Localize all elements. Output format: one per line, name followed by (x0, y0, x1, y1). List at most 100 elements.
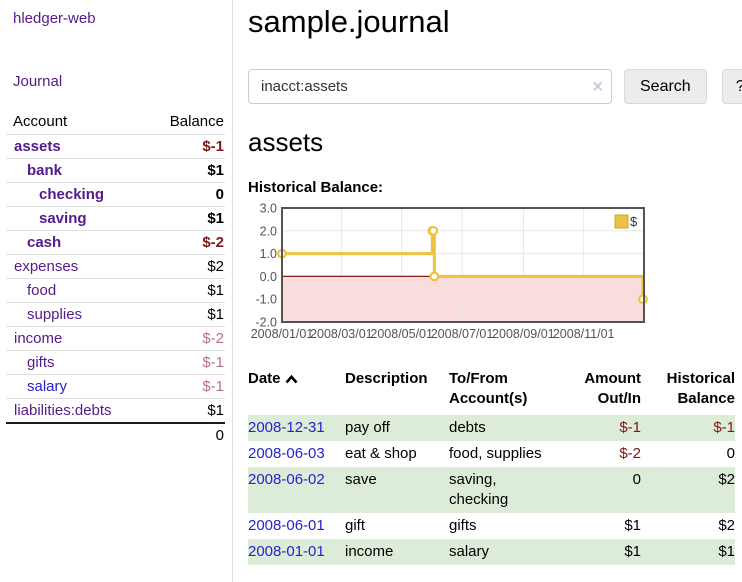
main-content: sample.journal × Search ? assets Histori… (233, 0, 742, 582)
search-input[interactable] (248, 69, 612, 104)
transaction-row: 2008-06-03 eat & shop food, supplies $-2… (248, 441, 735, 467)
transaction-balance: $2 (718, 517, 735, 534)
account-balance: $1 (143, 398, 225, 423)
transaction-amount: $1 (624, 517, 641, 534)
sidebar: hledger-web Journal Account Balance asse… (0, 0, 233, 582)
svg-text:2008/11/01: 2008/11/01 (553, 327, 615, 341)
account-row: liabilities:debts $1 (6, 398, 225, 423)
account-link-liabilities-debts[interactable]: liabilities:debts (14, 402, 112, 419)
svg-text:2008/01/01: 2008/01/01 (251, 327, 314, 341)
transaction-row: 2008-01-01 income salary $1 $1 (248, 539, 735, 565)
account-row: checking 0 (6, 182, 225, 207)
account-row: assets $-1 (6, 134, 225, 159)
transaction-amount: 0 (632, 471, 641, 488)
transaction-balance: $2 (718, 471, 735, 488)
account-balance: $1 (143, 278, 225, 303)
accounts-total-value: 0 (143, 422, 225, 447)
transaction-accounts: food, supplies (449, 445, 542, 462)
accounts-header-account: Account (6, 110, 144, 135)
sidebar-item-journal[interactable]: Journal (13, 73, 63, 90)
transaction-amount: $-2 (619, 445, 641, 462)
account-balance: $1 (143, 158, 225, 183)
account-balance: $-1 (143, 134, 225, 159)
account-balance: $1 (143, 302, 225, 327)
transaction-amount: $-1 (619, 419, 641, 436)
page-title: sample.journal (248, 4, 450, 39)
transaction-description: pay off (345, 419, 390, 436)
svg-text:1.0: 1.0 (260, 247, 277, 261)
transaction-date-link[interactable]: 2008-12-31 (248, 419, 325, 436)
transaction-date-link[interactable]: 2008-06-03 (248, 445, 325, 462)
account-balance: $-1 (143, 374, 225, 399)
transaction-row: 2008-06-01 gift gifts $1 $2 (248, 513, 735, 539)
transaction-description: income (345, 543, 394, 560)
register-header-description: Description (345, 370, 428, 387)
account-row: expenses $2 (6, 254, 225, 279)
account-link-food[interactable]: food (27, 282, 57, 299)
account-row: food $1 (6, 278, 225, 303)
svg-text:3.0: 3.0 (260, 202, 277, 216)
sort-ascending-icon (285, 370, 298, 390)
chart-title: Historical Balance: (248, 179, 384, 196)
account-balance: $1 (143, 206, 225, 231)
svg-text:-2.0: -2.0 (255, 316, 277, 330)
transaction-accounts: saving, checking (449, 471, 509, 508)
transaction-accounts: debts (449, 419, 486, 436)
account-row: bank $1 (6, 158, 225, 183)
svg-text:2008/07/01: 2008/07/01 (431, 327, 494, 341)
transaction-description: gift (345, 517, 366, 534)
accounts-table: Account Balance assets $-1 bank $1 check… (6, 110, 225, 447)
account-row: income $-2 (6, 326, 225, 351)
register-table: Date Description To/From Account(s) Amou… (248, 367, 735, 565)
svg-text:2008/03/01: 2008/03/01 (310, 327, 373, 341)
svg-text:2.0: 2.0 (260, 224, 277, 238)
transaction-balance: $1 (718, 543, 735, 560)
transaction-row: 2008-12-31 pay off debts $-1 $-1 (248, 415, 735, 441)
transaction-date-link[interactable]: 2008-06-01 (248, 517, 325, 534)
account-link-assets[interactable]: assets (14, 138, 61, 155)
transaction-accounts: salary (449, 543, 490, 560)
account-link-bank[interactable]: bank (27, 162, 63, 179)
transaction-date-link[interactable]: 2008-06-02 (248, 471, 325, 488)
account-row: gifts $-1 (6, 350, 225, 375)
account-balance: $2 (143, 254, 225, 279)
historical-balance-chart: $3.0 2.0 1.0 0.0 -1.0 -2.02008/01/012008/03/0… (251, 202, 648, 341)
account-link-expenses[interactable]: expenses (14, 258, 79, 275)
account-heading: assets (248, 127, 324, 157)
svg-text:-1.0: -1.0 (255, 293, 277, 307)
account-balance: $-1 (143, 350, 225, 375)
help-button[interactable]: ? (721, 69, 742, 104)
transaction-row: 2008-06-02 save saving, checking 0 $2 (248, 467, 735, 513)
transaction-balance: 0 (726, 445, 735, 462)
account-balance: $-2 (143, 326, 225, 351)
account-link-checking[interactable]: checking (39, 186, 105, 203)
svg-text:2008/05/01: 2008/05/01 (370, 327, 433, 341)
account-row: saving $1 (6, 206, 225, 231)
svg-text:$: $ (630, 214, 638, 229)
account-row: supplies $1 (6, 302, 225, 327)
account-link-cash[interactable]: cash (27, 234, 62, 251)
account-link-supplies[interactable]: supplies (27, 306, 83, 323)
register-header-date[interactable]: Date (248, 367, 345, 415)
accounts-header-row: Account Balance (6, 110, 225, 135)
account-link-gifts[interactable]: gifts (27, 354, 55, 371)
transaction-description: save (345, 471, 377, 488)
svg-text:2008/09/01: 2008/09/01 (492, 327, 555, 341)
account-row: salary $-1 (6, 374, 225, 399)
account-link-salary[interactable]: salary (27, 378, 68, 395)
account-row: cash $-2 (6, 230, 225, 255)
transaction-accounts: gifts (449, 517, 477, 534)
account-balance: 0 (143, 182, 225, 207)
account-link-saving[interactable]: saving (39, 210, 87, 227)
brand-link[interactable]: hledger-web (13, 10, 96, 27)
account-link-income[interactable]: income (14, 330, 63, 347)
transaction-amount: $1 (624, 543, 641, 560)
svg-text:0.0: 0.0 (260, 270, 277, 284)
transaction-date-link[interactable]: 2008-01-01 (248, 543, 325, 560)
search-button[interactable]: Search (624, 69, 707, 104)
clear-search-icon[interactable]: × (592, 76, 603, 97)
transaction-balance: $-1 (713, 419, 735, 436)
search-form: × Search ? (248, 69, 742, 104)
register-header-balance: Historical Balance (666, 370, 735, 407)
accounts-header-balance: Balance (143, 110, 225, 135)
